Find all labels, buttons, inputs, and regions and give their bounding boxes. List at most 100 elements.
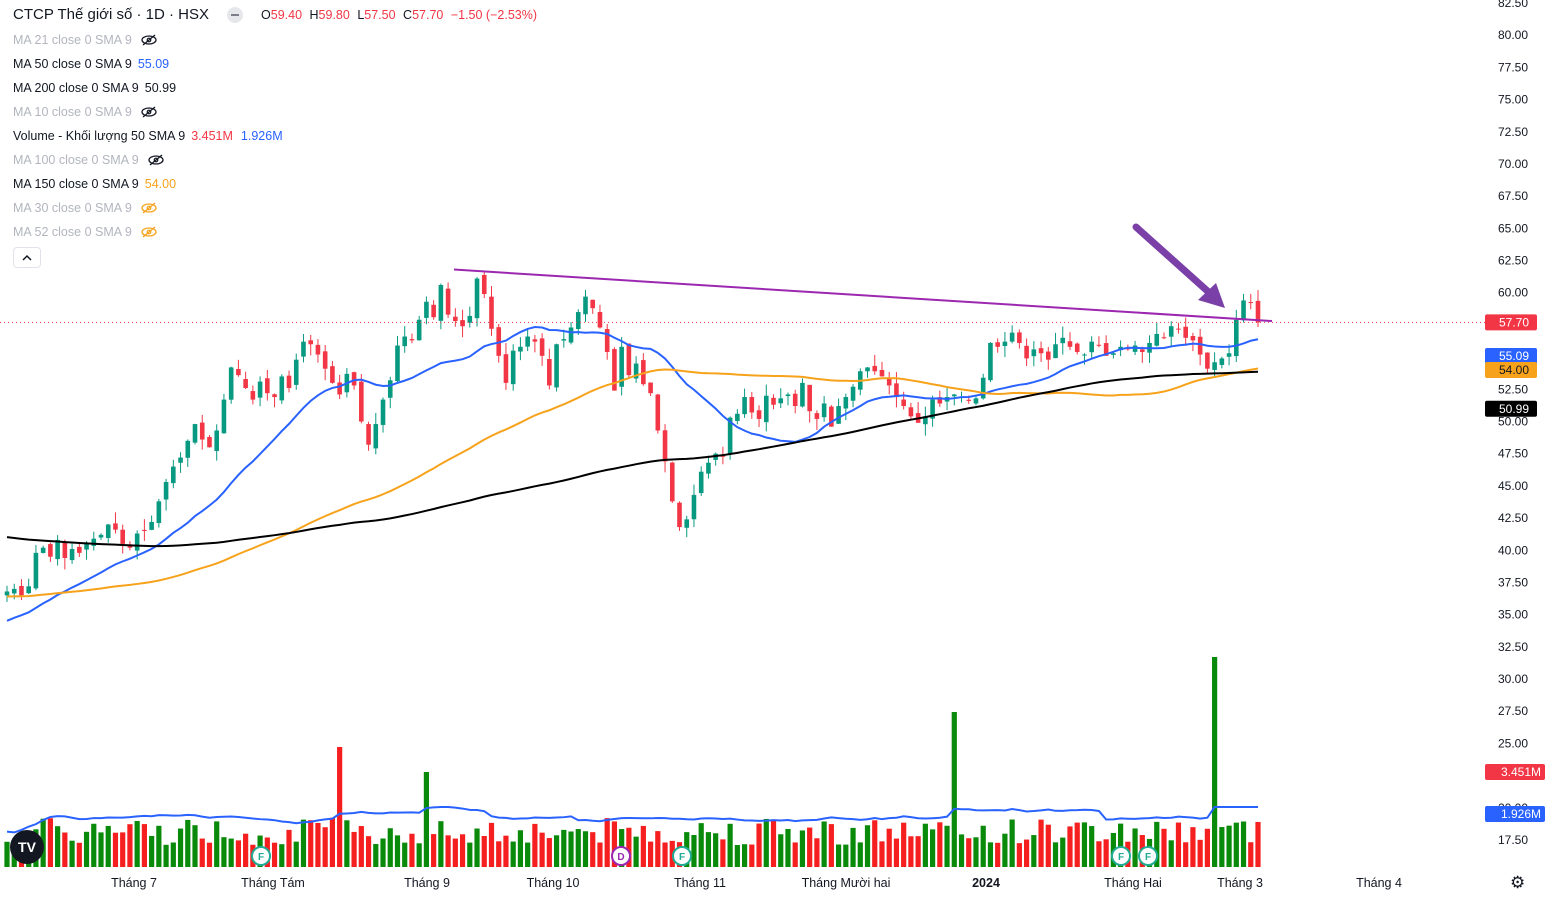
symbol-title[interactable]: CTCP Thế giới số · 1D · HSX — [13, 6, 210, 23]
indicator-row[interactable]: MA 100 close 0 SMA 9 — [13, 153, 165, 167]
candle-body — [923, 416, 928, 425]
candle-body — [1111, 353, 1116, 355]
volume-bar — [488, 822, 495, 867]
price-badge-label: 55.09 — [1499, 349, 1529, 363]
volume-bar — [1132, 828, 1138, 867]
volume-bar — [604, 818, 610, 867]
ma-line[interactable] — [6, 370, 1259, 548]
candle-body — [163, 482, 169, 500]
volume-bar — [358, 826, 364, 867]
volume-bar — [626, 827, 632, 867]
candle-body — [474, 278, 480, 319]
volume-bar — [582, 831, 589, 867]
eye-hidden-icon[interactable] — [147, 154, 165, 166]
indicator-row[interactable]: MA 150 close 0 SMA 9 54.00 — [13, 177, 184, 191]
candle-body — [366, 424, 371, 445]
candle-body — [539, 338, 545, 356]
volume-bar — [1089, 826, 1095, 867]
volume-bar — [365, 836, 372, 867]
volume-bar — [770, 819, 777, 867]
volume-bar — [83, 831, 90, 867]
collapse-indicators-button[interactable] — [13, 247, 41, 268]
candle-body — [973, 398, 979, 404]
volume-bar — [243, 833, 249, 867]
candle-body — [1183, 326, 1188, 338]
volume-bar — [778, 834, 784, 867]
indicator-row[interactable]: MA 21 close 0 SMA 9 — [13, 33, 158, 47]
time-tick-label: Tháng Tám — [241, 876, 305, 890]
gear-icon[interactable]: ⚙ — [1510, 873, 1526, 892]
volume-bar — [185, 819, 191, 867]
candle-body — [489, 296, 494, 329]
volume-bar — [149, 835, 155, 867]
eye-hidden-icon[interactable] — [140, 202, 158, 214]
indicator-name: MA 150 close 0 SMA 9 — [13, 177, 139, 191]
event-marker[interactable] — [611, 846, 631, 866]
trendline[interactable] — [453, 268, 1273, 323]
tradingview-logo[interactable]: TV — [10, 830, 44, 864]
price-axis[interactable]: 82.50 80.00 77.50 75.00 72.50 70.00 67.50 65.00… — [1485, 0, 1545, 847]
volume-bar — [351, 831, 357, 867]
event-marker[interactable] — [1111, 846, 1131, 866]
candle-body — [1234, 319, 1239, 357]
eye-hidden-icon[interactable] — [140, 106, 158, 118]
volume-bar — [1190, 827, 1196, 867]
volume-bar — [647, 841, 654, 867]
candle-body — [669, 462, 675, 502]
collapse-legend-icon[interactable] — [227, 6, 244, 23]
event-marker[interactable] — [672, 846, 692, 866]
ohlc-values: O59.40 H59.80 L57.50 C57.70 −1.50 (−2.53… — [261, 7, 537, 22]
volume-bar — [163, 844, 169, 867]
candle-body — [69, 548, 75, 561]
volume-bar — [1226, 825, 1232, 867]
candle-body — [359, 381, 364, 422]
event-marker[interactable] — [251, 846, 271, 866]
indicator-row[interactable]: MA 30 close 0 SMA 9 — [13, 201, 158, 215]
volume-bar — [662, 842, 668, 867]
event-marker-label: F — [258, 852, 264, 863]
indicator-row[interactable]: MA 200 close 0 SMA 9 50.99 — [13, 81, 184, 95]
candle-body — [424, 301, 429, 318]
volume-bar — [814, 838, 820, 867]
candle-body — [547, 359, 552, 386]
time-axis[interactable]: Tháng 7 Tháng Tám Tháng 9 Tháng 10 Tháng 11 T… — [111, 876, 1402, 890]
volume-ma-line — [6, 806, 1258, 834]
volume-bar — [409, 833, 415, 867]
volume-bar — [105, 825, 111, 867]
indicator-row[interactable]: Volume - Khối lượng 50 SMA 9 3.451M 1.926M — [13, 129, 291, 143]
ma-line[interactable] — [6, 367, 1259, 598]
candle-body — [171, 466, 176, 484]
ma-line[interactable] — [6, 325, 1259, 622]
candle-body — [192, 424, 198, 443]
volume-bar — [872, 820, 878, 867]
event-marker-label: F — [1145, 852, 1151, 863]
indicator-row[interactable]: MA 52 close 0 SMA 9 — [13, 225, 158, 239]
candle-body — [879, 369, 885, 377]
candle-body — [698, 471, 704, 494]
volume-bar — [235, 840, 241, 867]
volume-bar — [221, 837, 227, 867]
annotation-arrow[interactable] — [1132, 223, 1225, 308]
eye-hidden-icon[interactable] — [140, 34, 158, 46]
volume-bar — [4, 841, 10, 867]
candle-body — [568, 327, 574, 343]
candle-body — [756, 410, 762, 419]
indicator-value-2: 1.926M — [240, 129, 283, 143]
candle-body — [727, 417, 733, 455]
volume-bar — [228, 838, 234, 867]
candle-body — [886, 377, 892, 386]
volume-bar — [640, 825, 646, 867]
candle-body — [771, 397, 776, 405]
indicator-row[interactable]: MA 50 close 0 SMA 9 55.09 — [13, 57, 177, 71]
eye-hidden-icon[interactable] — [140, 226, 158, 238]
indicator-row[interactable]: MA 10 close 0 SMA 9 — [13, 105, 158, 119]
event-marker[interactable] — [1138, 846, 1158, 866]
candle-body — [677, 502, 682, 528]
candle-body — [1074, 343, 1080, 352]
candle-body — [84, 543, 89, 550]
volume-bar — [821, 821, 827, 867]
volume-bar — [713, 833, 719, 867]
volume-bar — [850, 827, 856, 867]
